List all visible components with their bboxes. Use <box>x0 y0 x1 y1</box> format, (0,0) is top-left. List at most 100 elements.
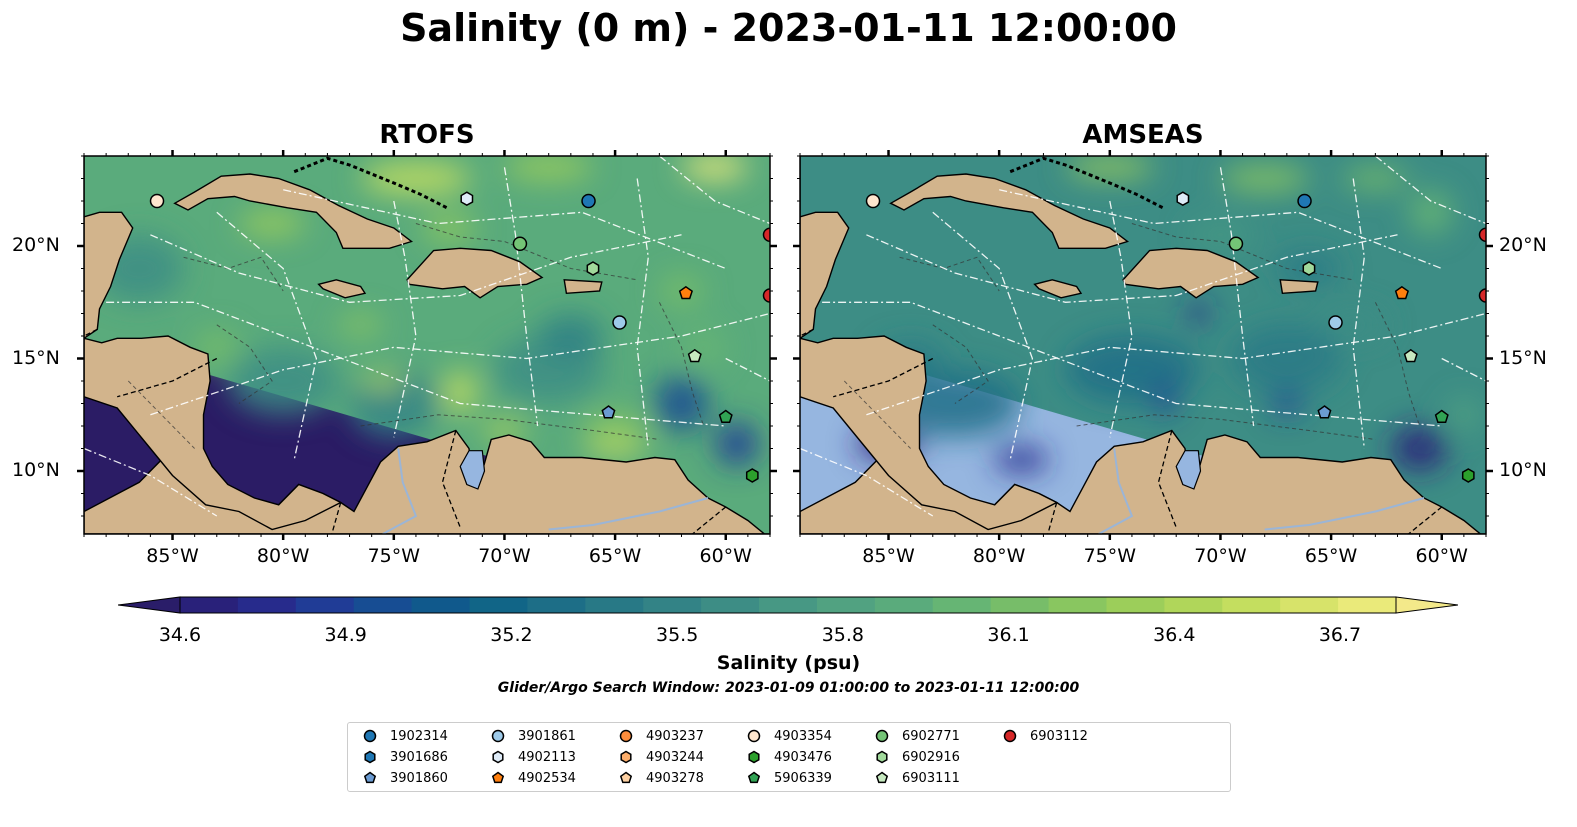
eez-boundary <box>1352 178 1365 449</box>
float-4902113 <box>460 191 474 207</box>
eez-boundary <box>1219 167 1255 427</box>
legend-item: 4903476 <box>746 747 832 767</box>
lon-tick-label: 65°W <box>1304 545 1358 567</box>
salinity-patch <box>581 439 649 458</box>
legend-marker <box>492 750 504 764</box>
pentagon-marker-icon <box>747 771 761 784</box>
colorbar-bin <box>1048 597 1108 613</box>
eez-boundary <box>999 189 1442 270</box>
float-6903112-edge <box>1478 227 1486 242</box>
legend-marker <box>747 771 761 784</box>
panel-title-rtofs: RTOFS <box>379 120 475 150</box>
lat-tick-label-left: 20°N <box>12 234 60 256</box>
salinity-patch <box>227 347 339 415</box>
country-border <box>833 357 934 398</box>
salinity-patch <box>238 210 306 237</box>
country-border <box>331 502 342 534</box>
float-6902916 <box>586 261 600 276</box>
bathymetry-contour <box>658 302 705 427</box>
country-border <box>1047 502 1058 534</box>
legend-item: 4902534 <box>490 768 576 788</box>
legend-label: 3901686 <box>390 749 448 765</box>
colorbar-bin <box>353 597 413 613</box>
salinity-patch <box>653 375 710 432</box>
colorbar-bin <box>1280 597 1339 613</box>
legend-label: 6902771 <box>902 728 960 744</box>
colorbar-tick-label: 35.2 <box>490 624 533 646</box>
colorbar-bin <box>237 597 297 613</box>
salinity-patch <box>1187 302 1210 325</box>
colorbar-bin <box>1222 597 1281 613</box>
colorbar-bin <box>990 597 1050 613</box>
float-1902314 <box>1297 193 1312 209</box>
eez-boundary <box>216 211 318 460</box>
eez-boundary <box>866 312 1486 416</box>
float-4902534 <box>1394 285 1409 300</box>
legend-label: 4903476 <box>774 749 832 765</box>
country-border <box>1408 506 1443 534</box>
circle-marker-icon <box>875 729 889 743</box>
float-5906339 <box>718 409 733 424</box>
lon-tick-label: 80°W <box>972 545 1026 567</box>
legend-item: 4903237 <box>618 726 704 746</box>
hexagon-marker-icon <box>620 750 632 764</box>
colorbar-bin <box>701 597 760 613</box>
country-border <box>800 328 814 337</box>
float-4903476 <box>745 468 759 483</box>
legend-marker <box>1003 729 1017 743</box>
lon-tick-label: 65°W <box>588 545 642 567</box>
eez-boundary <box>866 234 1398 303</box>
central-america-land <box>84 335 343 531</box>
salinity-patch <box>421 211 477 245</box>
salinity-patch <box>1270 392 1304 415</box>
lake-maracaibo <box>1175 450 1202 490</box>
colorbar-tick-label: 36.4 <box>1153 624 1196 646</box>
legend-item: 4903354 <box>746 726 832 746</box>
float-3901860 <box>601 405 616 419</box>
lon-tick-label: 60°W <box>1415 545 1468 567</box>
jamaica-land <box>1033 279 1083 299</box>
circle-marker-icon <box>363 729 377 743</box>
circle-marker-icon <box>747 729 761 743</box>
legend-marker <box>875 771 889 784</box>
float-legend: 1902314 3901686 3901860 3901861 4902113 49025… <box>347 722 1231 792</box>
salinity-patch <box>681 156 748 181</box>
float-4903354 <box>149 193 165 209</box>
country-border <box>692 506 727 534</box>
colorbar-tick-label: 35.8 <box>821 624 864 646</box>
legend-item: 4903278 <box>618 768 704 788</box>
colorbar-tick-label: 36.1 <box>987 624 1030 646</box>
magdalena-river <box>382 448 418 534</box>
colorbar-bin <box>1338 597 1397 613</box>
float-6903111 <box>1403 348 1418 363</box>
float-4902113 <box>1176 191 1190 207</box>
colorbar-bin <box>816 597 876 613</box>
colorbar-bin <box>295 597 355 613</box>
cuba-land <box>173 173 414 249</box>
float-4903354 <box>865 193 881 209</box>
bathymetry-contour <box>216 324 273 404</box>
pentagon-marker-icon <box>363 771 377 784</box>
salinity-patch <box>338 313 383 336</box>
legend-label: 6903111 <box>902 770 960 786</box>
bathymetry-contour <box>1374 302 1421 427</box>
colorbar-bin <box>411 597 471 613</box>
legend-item: 3901686 <box>362 747 448 767</box>
legend-item: 4903244 <box>618 747 704 767</box>
yucatan-land <box>800 156 850 340</box>
magdalena-river <box>1098 448 1134 534</box>
legend-label: 6902916 <box>902 749 960 765</box>
circle-marker-icon <box>491 729 505 743</box>
salinity-patch <box>443 369 477 415</box>
legend-item: 3901861 <box>490 726 576 746</box>
circle-marker-icon <box>1003 729 1017 743</box>
orinoco-river <box>548 497 709 531</box>
legend-item: 6903111 <box>874 768 960 788</box>
colorbar-bin <box>527 597 586 613</box>
colorbar-over-extend <box>1395 596 1458 614</box>
colorbar-bin <box>1106 597 1165 613</box>
float-4903476 <box>1461 468 1475 483</box>
legend-marker <box>619 771 633 784</box>
jamaica-land <box>317 279 367 299</box>
legend-label: 5906339 <box>774 770 832 786</box>
